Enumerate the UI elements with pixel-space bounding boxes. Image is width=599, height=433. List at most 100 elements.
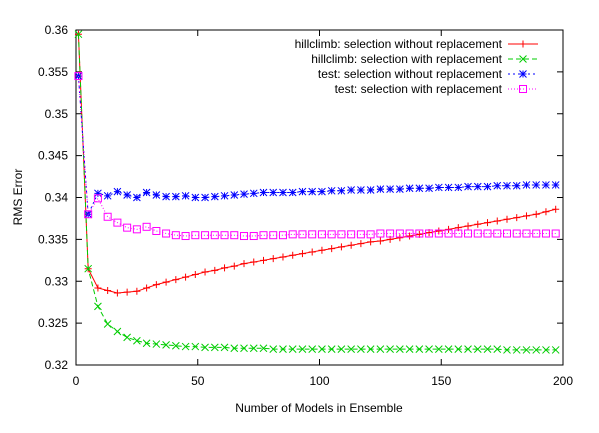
data-point-square-marker (366, 230, 375, 239)
data-point-plus-marker (201, 268, 209, 276)
data-point-x-marker (337, 345, 346, 353)
data-point-x-marker (230, 344, 239, 353)
data-point-square-marker (464, 229, 473, 238)
axis-ticks: 0 50 100 150 200 0.32 0.325 0.33 0.335 0.34 0.345 0… (38, 23, 573, 388)
data-point-star-marker (191, 193, 200, 202)
data-point-star-marker (181, 191, 190, 200)
data-point-star-marker (230, 191, 239, 199)
data-point-square-marker (103, 212, 112, 221)
data-point-x-marker (396, 345, 404, 353)
data-point-x-marker (386, 345, 394, 353)
data-point-plus-marker (474, 220, 482, 228)
data-point-x-marker (318, 345, 326, 353)
data-point-plus-marker (113, 289, 121, 297)
data-point-star-marker (133, 193, 141, 202)
data-point-square-marker (347, 230, 356, 239)
data-point-plus-marker (289, 251, 297, 259)
data-point-plus-marker (279, 253, 287, 261)
y-tick-label: 0.345 (38, 149, 68, 163)
data-point-x-marker (113, 327, 122, 336)
data-point-plus-marker (143, 284, 151, 292)
data-point-plus-marker (347, 241, 355, 249)
data-point-square-marker (405, 229, 414, 238)
data-point-x-marker (376, 345, 385, 353)
data-point-x-marker (279, 345, 287, 353)
legend-label: test: selection without replacement (318, 67, 503, 81)
data-point-star-marker (94, 189, 102, 198)
data-point-x-marker (454, 345, 463, 353)
data-point-star-marker (269, 188, 278, 197)
y-tick-label: 0.335 (38, 232, 68, 246)
data-point-x-marker (519, 55, 527, 63)
data-point-plus-marker (182, 273, 190, 281)
data-point-star-marker (444, 183, 453, 192)
series-line (77, 76, 556, 217)
data-point-x-marker (347, 345, 356, 353)
data-point-star-marker (503, 181, 511, 190)
legend-label: hillclimb: selection with replacement (311, 52, 502, 66)
x-tick-label: 50 (191, 374, 205, 388)
data-point-star-marker (434, 183, 443, 192)
data-point-star-marker (532, 181, 541, 189)
data-point-plus-marker (503, 215, 511, 223)
data-point-star-marker (220, 191, 229, 200)
data-point-plus-marker (519, 40, 527, 48)
series-2 (74, 30, 560, 354)
y-tick-label: 0.32 (45, 358, 69, 372)
data-point-star-marker (405, 184, 414, 193)
data-point-x-marker (444, 345, 453, 353)
data-point-x-marker (133, 336, 141, 345)
data-point-square-marker (74, 72, 83, 81)
data-point-square-marker (269, 231, 278, 240)
data-point-star-marker (162, 192, 170, 201)
series-line (77, 76, 556, 237)
x-tick-label: 150 (431, 374, 451, 388)
data-point-square-marker (201, 231, 210, 240)
data-point-square-marker (337, 230, 346, 239)
data-point-plus-marker (542, 208, 550, 216)
data-point-square-marker (152, 227, 161, 235)
data-point-plus-marker (308, 248, 316, 256)
data-point-x-marker (191, 342, 200, 351)
data-point-plus-marker (513, 214, 521, 222)
y-tick-label: 0.355 (38, 65, 68, 79)
data-point-square-marker (298, 230, 307, 239)
data-point-square-marker (123, 223, 132, 232)
data-point-x-marker (522, 346, 531, 354)
data-point-x-marker (152, 340, 161, 348)
data-point-square-marker (278, 231, 287, 240)
data-point-x-marker (269, 345, 278, 353)
data-point-star-marker (473, 182, 482, 191)
data-point-plus-marker (396, 234, 404, 242)
y-tick-label: 0.36 (45, 23, 69, 37)
x-tick-label: 0 (73, 374, 80, 388)
series-1 (74, 30, 560, 297)
data-point-x-marker (123, 333, 131, 342)
data-point-square-marker (356, 230, 365, 239)
data-point-plus-marker (493, 217, 501, 225)
data-point-plus-marker (123, 288, 131, 296)
data-point-square-marker (249, 232, 258, 241)
data-point-square-marker (532, 229, 541, 238)
series-4 (74, 72, 560, 241)
data-point-x-marker (357, 345, 365, 353)
data-point-square-marker (444, 229, 453, 238)
data-point-square-marker (308, 230, 317, 239)
data-point-x-marker (366, 345, 375, 353)
data-point-star-marker (415, 184, 424, 193)
data-point-plus-marker (357, 240, 365, 248)
data-point-square-marker (132, 225, 141, 234)
data-point-star-marker (113, 187, 122, 196)
data-point-plus-marker (522, 212, 530, 220)
data-point-x-marker (415, 345, 424, 353)
data-point-x-marker (512, 346, 521, 354)
data-point-star-marker (318, 187, 326, 196)
data-point-star-marker (152, 191, 161, 199)
data-point-x-marker (405, 345, 414, 353)
data-point-star-marker (493, 181, 502, 190)
data-point-plus-marker (221, 264, 229, 272)
data-point-square-marker (376, 229, 385, 238)
data-point-square-marker (512, 229, 521, 238)
data-point-plus-marker (162, 278, 170, 286)
data-point-plus-marker (328, 245, 336, 253)
